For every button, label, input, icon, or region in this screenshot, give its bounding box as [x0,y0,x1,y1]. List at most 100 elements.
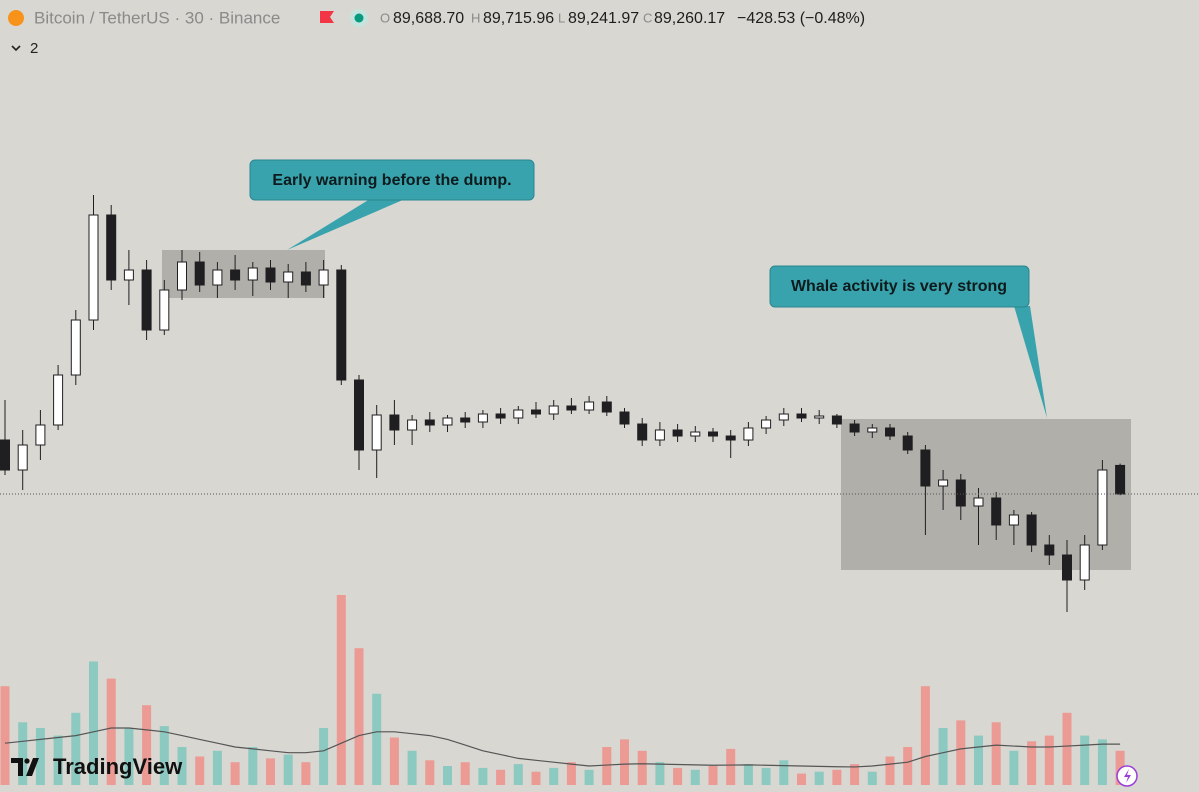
candle-body [619,411,630,425]
candle-body [814,415,825,419]
volume-bar [407,750,417,785]
candle-body [442,417,453,426]
volume-bar [35,728,45,785]
candle-body [212,269,223,286]
candle-body [584,401,595,411]
volume-bar [1080,735,1090,785]
candle-body [1062,554,1072,581]
volume-ma-line [4,727,1121,768]
candle-body [477,413,488,423]
volume-bar [531,771,541,785]
volume-bar [673,767,683,785]
callout-text: Early warning before the dump. [272,172,511,189]
candle-body [177,261,187,291]
volume-bar [584,769,594,785]
volume-bar [920,686,930,785]
brand-logo[interactable]: TradingView [11,754,183,779]
candle-body [371,414,382,451]
candle-body [194,261,205,286]
price-change: −428.53 (−0.48%) [737,10,865,27]
volume-bar [1027,741,1037,785]
volume-bar [124,728,134,785]
volume-bar [956,720,966,785]
volume-bar [1009,750,1019,785]
volume-bar [478,767,488,785]
candle-body [973,497,984,507]
volume-bar [443,766,452,785]
volume-bar [779,760,789,785]
candle-body [566,405,577,411]
candle-body [336,269,347,381]
volume-bar [938,728,948,785]
volume-bar [0,686,10,785]
candle-body [1044,544,1055,556]
volume-bar [620,739,629,785]
volume-bar [106,678,116,785]
ohlc-value: 89,260.17 [654,10,725,27]
candle-body [318,269,329,286]
collapse-chevron[interactable] [11,45,21,52]
candle-body [354,379,364,451]
candle-body [672,429,683,437]
callout [769,265,1030,308]
volume-bar [761,767,771,785]
candle-body [35,424,46,446]
candle-body [460,417,471,423]
volume-bar [336,595,346,785]
volume-bar [903,747,913,785]
volume-bar [708,766,718,785]
candle-body [778,413,789,421]
candle-body [1026,514,1037,546]
alert-icon [1124,769,1131,783]
volume-bar [89,661,98,785]
volume-bar [867,771,877,785]
candle-body [743,427,754,441]
volume-bar [195,756,205,785]
volume-bar [655,762,665,785]
candle-body [159,289,170,331]
candle-body [531,409,541,415]
candle-body [1097,469,1108,546]
volume-bar [850,764,860,785]
volume-bar [690,769,700,785]
candle-body [849,423,860,433]
candle-body [725,435,736,441]
candle-body [796,413,807,419]
candle-body [424,419,435,426]
logo-dot [24,758,30,764]
candle-body [17,444,28,471]
volume-bar [283,754,293,785]
volume-bar [159,726,169,785]
candle-body [1115,464,1126,495]
flag-icon[interactable] [320,11,334,23]
candle-body [601,401,612,413]
volume-bar [814,771,824,785]
volume-bar [389,737,399,785]
volume-bar [460,762,470,785]
callout-text: Whale activity is very strong [791,278,1007,295]
candle-body [637,423,648,441]
candle-body [230,269,241,281]
candle-body [831,415,842,425]
volume-bar [1062,712,1072,785]
volume-bar [566,762,576,785]
indicator-count[interactable]: 2 [30,40,38,57]
callout-pointer [1014,306,1047,418]
volume-bar [301,762,311,785]
candle-body [955,479,966,507]
candle-body [53,374,64,426]
volume-bar [142,705,152,785]
symbol[interactable]: Bitcoin / TetherUS · 30 · Binance [34,8,280,27]
candle-body [88,214,99,321]
volume-bar [974,735,983,785]
volume-bar [637,750,647,785]
callout-pointer [287,199,405,250]
volume-bar [18,722,28,785]
candle-body [265,267,276,283]
candle-body [70,319,81,376]
candle-body [141,269,152,331]
candles [0,195,1199,613]
candle-body [761,419,772,429]
volume-bar [212,750,222,785]
